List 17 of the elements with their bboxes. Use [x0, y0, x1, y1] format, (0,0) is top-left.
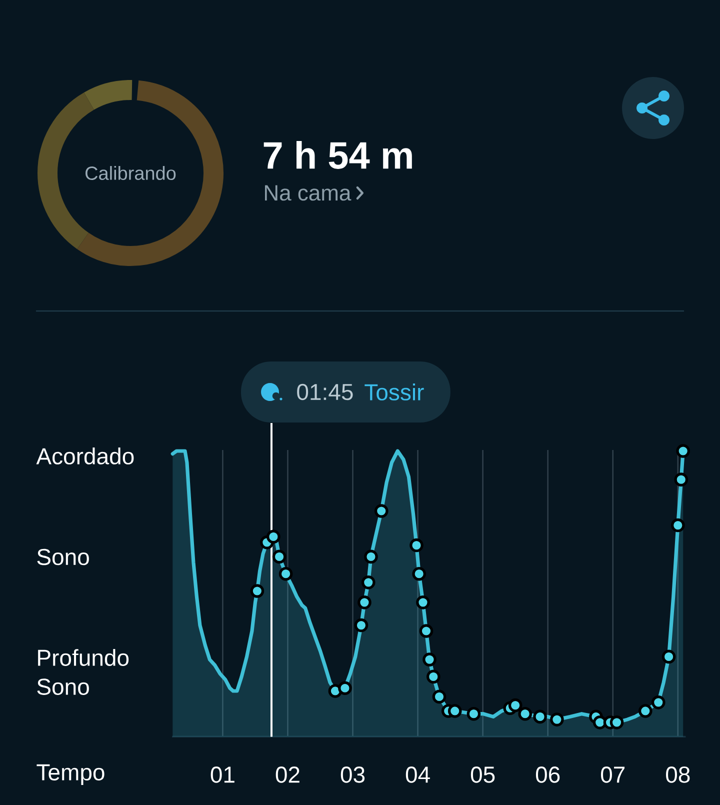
x-tick-label: 05: [470, 766, 495, 783]
text: Sono: [37, 548, 89, 566]
x-tick-label: 01: [210, 766, 234, 783]
text: 7 h 54 m: [264, 141, 412, 169]
x-tick-label: 03: [340, 766, 365, 783]
x-tick-label: 04: [406, 766, 430, 783]
text: Acordado: [36, 448, 134, 464]
x-tick-label: 02: [276, 766, 300, 783]
text: Na cama: [265, 185, 352, 201]
x-tick-label: 06: [536, 766, 560, 783]
text: Tossir: [364, 384, 424, 400]
x-tick-label: 08: [666, 766, 690, 783]
text: 01:45: [297, 384, 353, 400]
x-tick-label: 07: [600, 766, 625, 783]
x-axis-title: Tempo: [36, 764, 104, 785]
text: Calibrando: [86, 166, 176, 180]
text: Profundo Sono: [37, 649, 129, 695]
